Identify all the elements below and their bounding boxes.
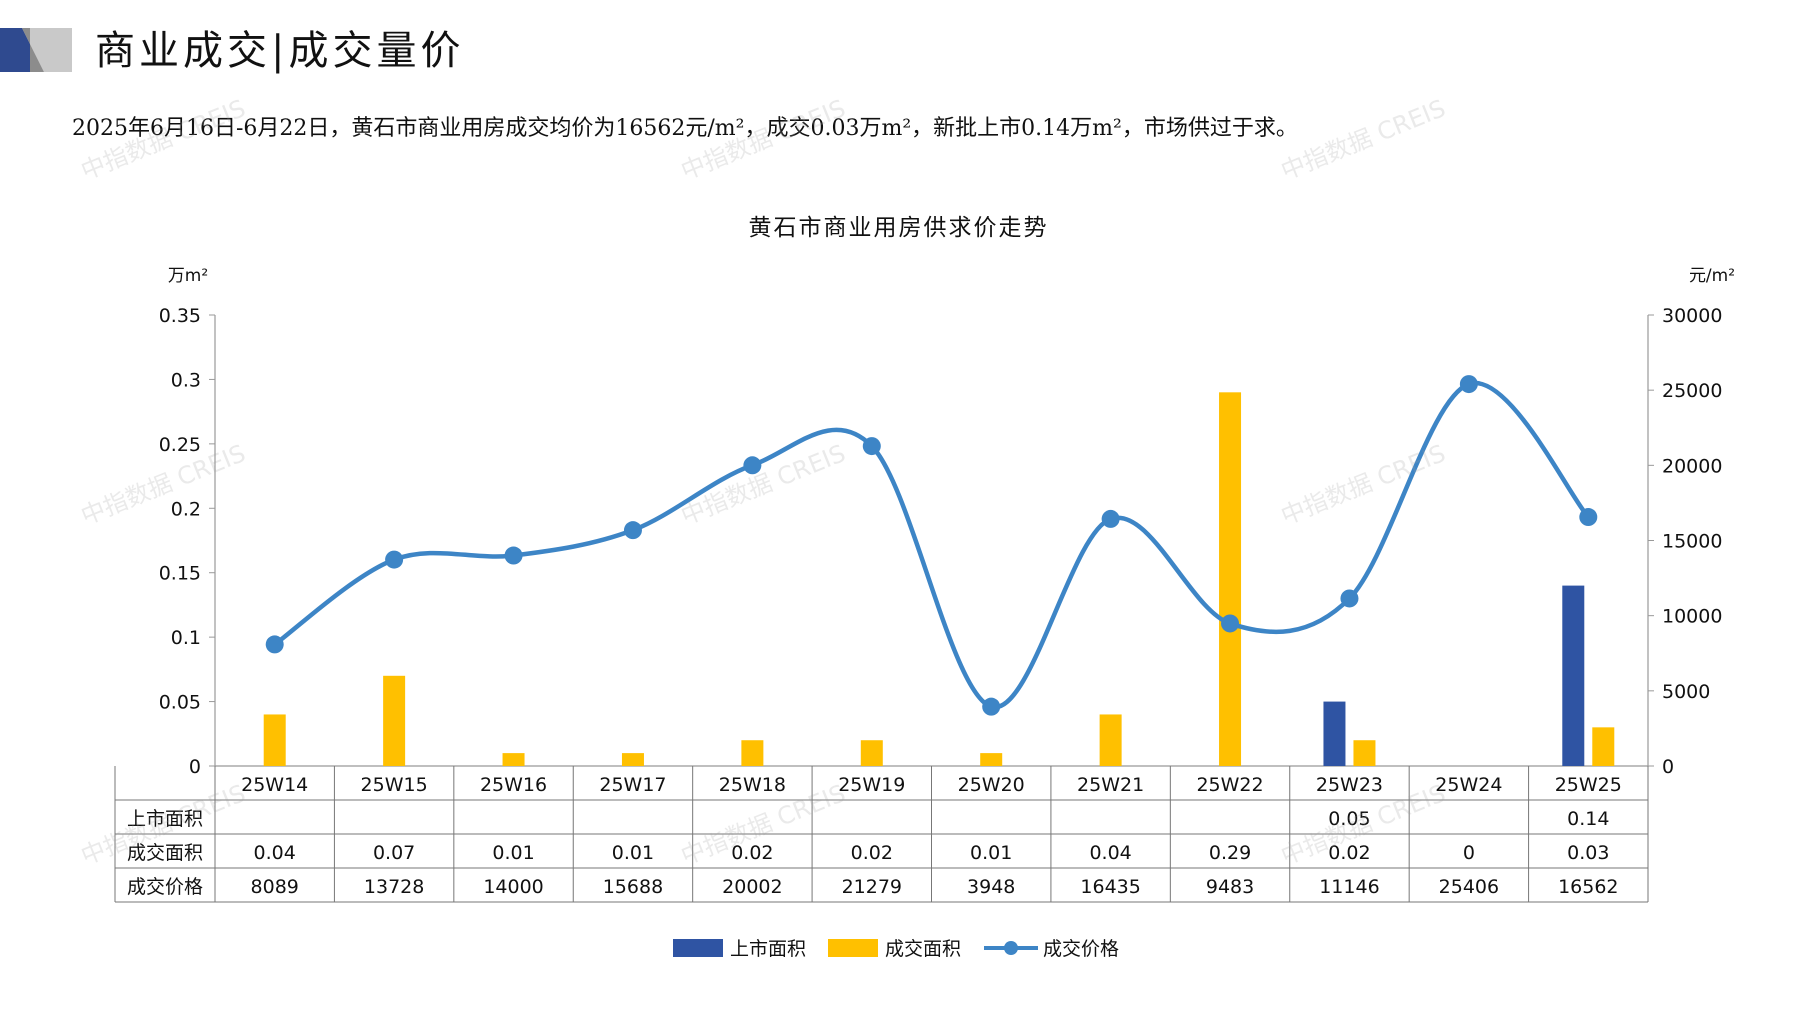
deal-area-bar <box>1099 714 1122 766</box>
price-point <box>385 550 404 569</box>
table-cell: 0.02 <box>731 842 773 864</box>
table-cell: 3948 <box>967 876 1015 898</box>
left-axis-tick-label: 0.15 <box>159 563 201 585</box>
left-axis-tick-label: 0 <box>189 756 201 778</box>
table-cell: 25406 <box>1439 876 1499 898</box>
table-cell: 8089 <box>251 876 299 898</box>
x-tick-label: 25W15 <box>361 774 428 796</box>
x-tick-label: 25W19 <box>838 774 905 796</box>
table-cell: 16435 <box>1080 876 1140 898</box>
legend-price-marker <box>1004 941 1018 955</box>
price-point <box>623 521 642 540</box>
deal-area-bar <box>502 753 525 766</box>
deal-area-bar <box>621 753 644 766</box>
table-cell: 0.04 <box>254 842 296 864</box>
legend-deal-area-swatch <box>828 939 878 957</box>
x-tick-label: 25W22 <box>1196 774 1263 796</box>
right-axis-tick-label: 30000 <box>1662 305 1722 327</box>
price-point <box>1579 508 1598 527</box>
price-point <box>982 697 1001 716</box>
left-axis-tick-label: 0.35 <box>159 305 201 327</box>
table-cell: 0.01 <box>970 842 1012 864</box>
left-axis-tick-label: 0.25 <box>159 434 201 456</box>
x-tick-label: 25W21 <box>1077 774 1144 796</box>
table-row-header: 成交价格 <box>127 876 203 898</box>
table-cell: 0.02 <box>1328 842 1370 864</box>
x-tick-label: 25W23 <box>1316 774 1383 796</box>
summary-text: 2025年6月16日-6月22日，黄石市商业用房成交均价为16562元/m²，成… <box>72 116 1298 141</box>
deal-area-bar <box>741 740 764 766</box>
supply-bar <box>1323 701 1346 766</box>
table-cell: 14000 <box>483 876 543 898</box>
right-axis-tick-label: 15000 <box>1662 531 1722 553</box>
x-tick-label: 25W24 <box>1435 774 1502 796</box>
x-tick-label: 25W20 <box>958 774 1025 796</box>
right-axis-tick-label: 0 <box>1662 756 1674 778</box>
table-cell: 0.03 <box>1567 842 1609 864</box>
table-cell: 0.02 <box>851 842 893 864</box>
left-axis-tick-label: 0.05 <box>159 692 201 714</box>
deal-area-bar <box>1219 392 1242 766</box>
table-cell: 0.29 <box>1209 842 1251 864</box>
table-cell: 0.01 <box>612 842 654 864</box>
price-point <box>265 635 284 654</box>
deal-area-bar <box>980 753 1003 766</box>
right-axis-tick-label: 10000 <box>1662 606 1722 628</box>
table-cell: 0.14 <box>1567 808 1609 830</box>
table-cell: 0 <box>1463 842 1475 864</box>
x-tick-label: 25W17 <box>599 774 666 796</box>
left-axis-tick-label: 0.1 <box>171 627 201 649</box>
legend-price-label: 成交价格 <box>1043 938 1119 960</box>
right-axis-tick-label: 25000 <box>1662 380 1722 402</box>
right-axis-unit: 元/m² <box>1689 266 1735 286</box>
left-axis-tick-label: 0.3 <box>171 369 201 391</box>
x-tick-label: 25W18 <box>719 774 786 796</box>
price-point <box>1340 589 1359 608</box>
table-cell: 21279 <box>842 876 902 898</box>
x-tick-label: 25W14 <box>241 774 308 796</box>
price-point <box>743 456 762 475</box>
price-point <box>1221 614 1240 633</box>
chart-title: 黄石市商业用房供求价走势 <box>748 215 1049 241</box>
deal-area-bar <box>263 714 286 766</box>
x-tick-label: 25W16 <box>480 774 547 796</box>
x-tick-label: 25W25 <box>1555 774 1622 796</box>
deal-area-bar <box>1592 727 1615 766</box>
left-axis-unit: 万m² <box>168 266 208 286</box>
page-title: 商业成交|成交量价 <box>95 28 465 74</box>
table-row-header: 成交面积 <box>127 842 203 864</box>
table-row-header: 上市面积 <box>127 808 203 830</box>
table-cell: 0.05 <box>1328 808 1370 830</box>
table-cell: 15688 <box>603 876 663 898</box>
price-point <box>1101 509 1120 528</box>
legend-supply-label: 上市面积 <box>730 938 806 960</box>
table-cell: 11146 <box>1319 876 1379 898</box>
legend-deal-area-label: 成交面积 <box>885 938 961 960</box>
table-cell: 13728 <box>364 876 424 898</box>
legend-supply-swatch <box>673 939 723 957</box>
price-point <box>1459 375 1478 394</box>
table-cell: 0.04 <box>1089 842 1131 864</box>
deal-area-bar <box>383 675 406 766</box>
header-logo-shape <box>0 28 72 72</box>
supply-bar <box>1562 585 1585 766</box>
deal-area-bar <box>1353 740 1376 766</box>
table-cell: 16562 <box>1558 876 1618 898</box>
table-cell: 9483 <box>1206 876 1254 898</box>
left-axis-tick-label: 0.2 <box>171 498 201 520</box>
table-cell: 20002 <box>722 876 782 898</box>
right-axis-tick-label: 20000 <box>1662 455 1722 477</box>
price-point <box>862 437 881 456</box>
price-line <box>273 380 1591 710</box>
table-cell: 0.01 <box>492 842 534 864</box>
right-axis-tick-label: 5000 <box>1662 681 1710 703</box>
deal-area-bar <box>860 740 883 766</box>
price-point <box>504 546 523 565</box>
table-cell: 0.07 <box>373 842 415 864</box>
